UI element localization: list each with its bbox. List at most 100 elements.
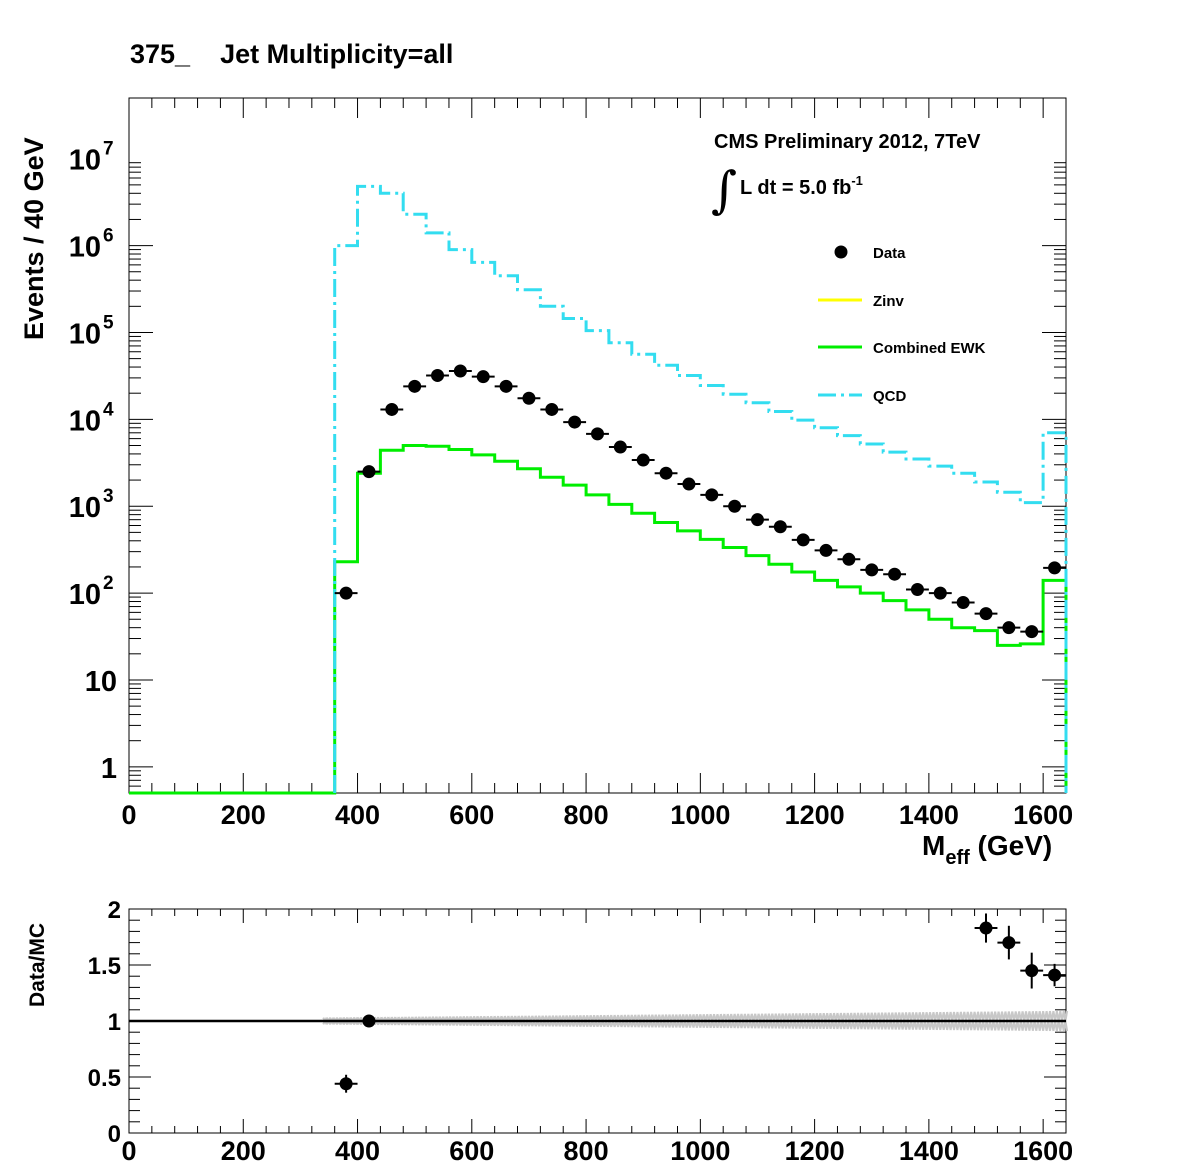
data-point: [545, 402, 559, 416]
legend-label: Data: [873, 245, 906, 262]
y-tick-exponent: 5: [103, 312, 114, 333]
ratio-y-tick-label: 2: [108, 897, 121, 924]
ratio-panel: 0 200 400 600 800 1000 1200 1400 1600 0 0.5 1 1.5 2: [88, 897, 1074, 1166]
data-point: [1002, 621, 1016, 635]
data-point: [888, 567, 902, 581]
x-axis-title-main: M: [922, 830, 945, 861]
data-point: [659, 466, 673, 480]
legend-marker-data: [834, 245, 848, 259]
data-point: [568, 415, 582, 429]
data-point: [408, 379, 422, 393]
ratio-x-tick-label: 1600: [1013, 1136, 1073, 1166]
ratio-y-tick-label: 0: [108, 1121, 121, 1148]
x-tick-label: 600: [449, 800, 494, 830]
x-tick-label: 1400: [899, 800, 959, 830]
legend-label: QCD: [873, 388, 907, 405]
data-point: [682, 477, 696, 491]
ratio-x-tick-label: 1400: [899, 1136, 959, 1166]
ratio-point: [1002, 936, 1016, 950]
lumi-label: L dt = 5.0 fb-1: [740, 173, 863, 199]
data-point: [1048, 561, 1062, 575]
ratio-y-tick-label: 0.5: [88, 1065, 121, 1092]
data-point: [979, 607, 993, 621]
ratio-x-tick-label: 800: [564, 1136, 609, 1166]
data-point: [728, 499, 742, 513]
data-point: [591, 427, 604, 441]
chart-title: 375_ Jet Multiplicity=all: [130, 39, 453, 69]
data-point: [1025, 625, 1039, 639]
ratio-x-tick-label: 1200: [785, 1136, 845, 1166]
series-qcd-line: [333, 184, 1068, 794]
x-tick-label: 1200: [785, 800, 845, 830]
data-point: [522, 391, 536, 405]
lumi-exponent: -1: [851, 173, 863, 188]
data-point: [613, 440, 627, 454]
y-tick-label: 10: [85, 666, 117, 698]
main-y-axis-title: Events / 40 GeV: [19, 137, 49, 340]
data-point: [865, 563, 879, 577]
y-tick-label: 10: [69, 579, 101, 611]
ratio-x-tick-label: 600: [449, 1136, 494, 1166]
y-tick-label: 1: [101, 753, 117, 785]
x-tick-label: 800: [564, 800, 609, 830]
ratio-y-axis-title: Data/MC: [26, 923, 49, 1007]
data-point: [796, 533, 810, 547]
ratio-y-tick-label: 1.5: [88, 953, 121, 980]
ratio-y-tick-label: 1: [108, 1009, 121, 1036]
series-combined-ewk-line: [129, 444, 1068, 795]
y-tick-label: 10: [69, 145, 101, 177]
ratio-point: [1048, 968, 1062, 982]
cms-annotation: CMS Preliminary 2012, 7TeV ∫ L dt = 5.0 …: [711, 131, 981, 219]
data-point: [385, 402, 399, 416]
y-tick-exponent: 2: [103, 573, 114, 594]
data-point: [933, 586, 947, 600]
x-tick-label: 200: [221, 800, 266, 830]
x-tick-label: 0: [121, 800, 136, 830]
ratio-point: [362, 1014, 376, 1028]
data-point: [842, 552, 856, 566]
data-point: [362, 465, 376, 479]
data-point: [750, 513, 764, 527]
data-point: [705, 488, 719, 502]
legend: Data Zinv Combined EWK QCD: [818, 245, 986, 405]
data-point: [453, 364, 467, 378]
y-tick-exponent: 6: [103, 226, 114, 247]
ratio-point: [979, 921, 993, 935]
y-tick-label: 10: [69, 405, 101, 437]
ratio-x-tick-label: 200: [221, 1136, 266, 1166]
y-tick-exponent: 4: [103, 399, 114, 420]
data-point: [499, 379, 513, 393]
experiment-label: CMS Preliminary 2012, 7TeV: [714, 131, 981, 153]
ratio-point: [339, 1077, 353, 1091]
ratio-x-tick-label: 0: [121, 1136, 136, 1166]
data-point: [431, 368, 445, 382]
y-tick-label: 10: [69, 232, 101, 264]
legend-label: Combined EWK: [873, 340, 986, 357]
data-point: [819, 543, 833, 557]
svg-text:Meff (GeV): Meff (GeV): [922, 830, 1052, 869]
main-x-axis-title: Meff (GeV): [922, 830, 1052, 869]
x-tick-label: 1000: [670, 800, 730, 830]
y-tick-label: 10: [69, 318, 101, 350]
ratio-point: [1025, 964, 1039, 978]
data-point: [476, 370, 490, 384]
ratio-x-tick-label: 1000: [670, 1136, 730, 1166]
y-tick-label: 10: [69, 492, 101, 524]
x-tick-label: 400: [335, 800, 380, 830]
main-plot-frame: [128, 97, 1067, 794]
y-tick-exponent: 7: [103, 139, 114, 160]
lumi-prefix: L dt = 5.0 fb: [740, 177, 851, 199]
data-point: [956, 595, 970, 609]
data-point: [773, 520, 787, 534]
legend-label: Zinv: [873, 293, 904, 310]
integral-sign: ∫: [711, 161, 737, 219]
ratio-x-tick-label: 400: [335, 1136, 380, 1166]
y-tick-exponent: 3: [103, 486, 114, 507]
x-axis-title-subscript: eff: [945, 847, 970, 869]
data-point: [910, 583, 924, 597]
data-point: [636, 453, 650, 467]
x-tick-label: 1600: [1013, 800, 1073, 830]
x-axis-title-unit: (GeV): [970, 830, 1052, 861]
